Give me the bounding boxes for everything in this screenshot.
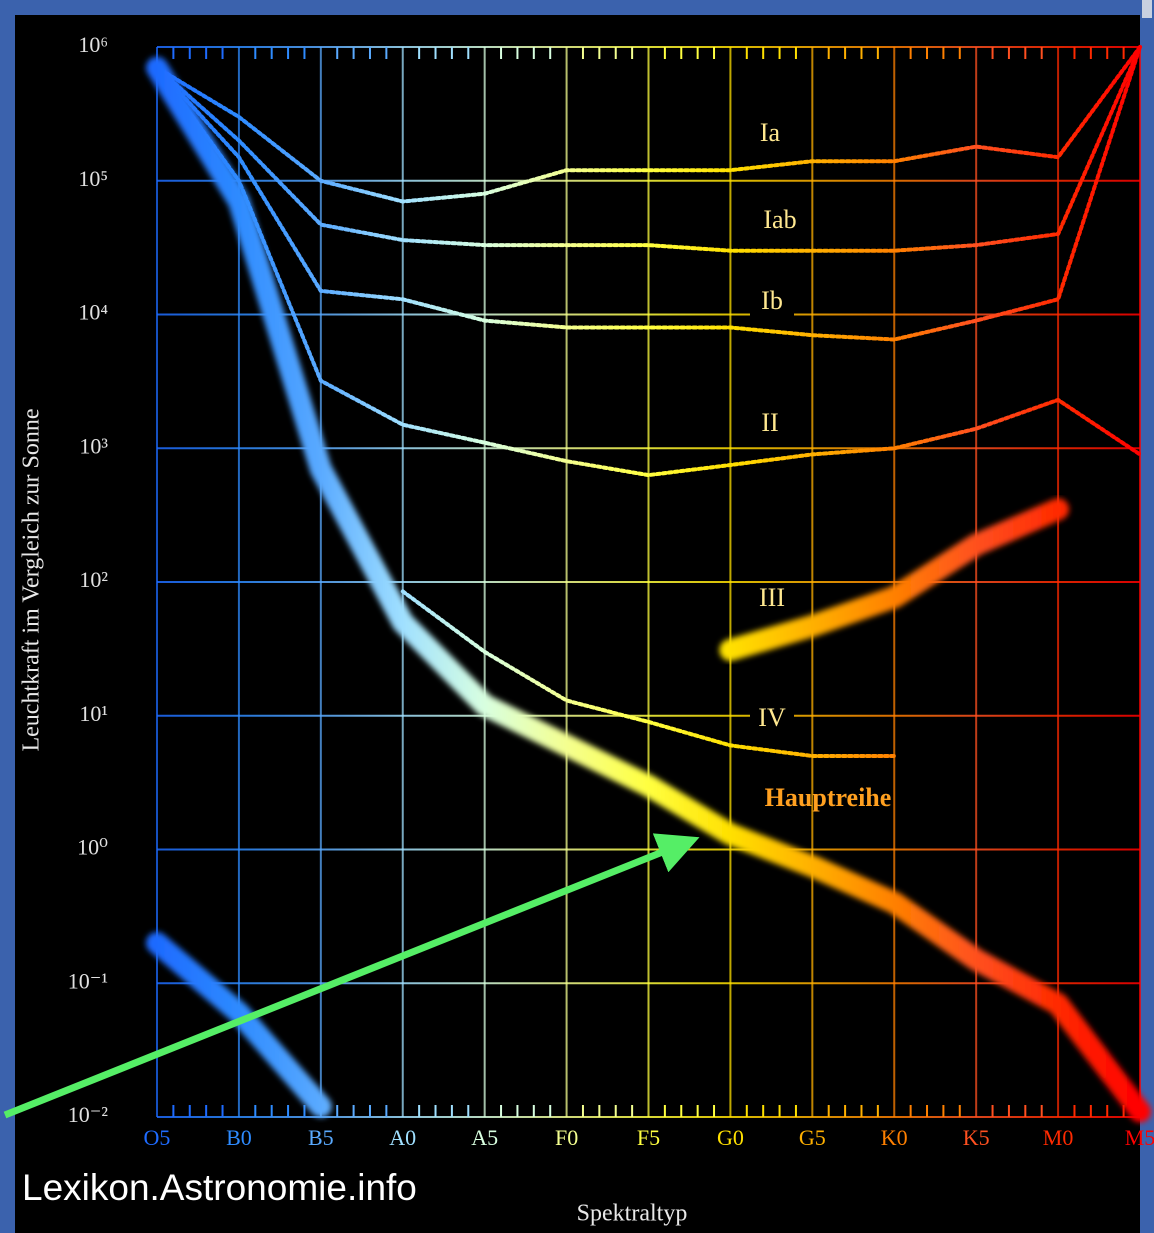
y-tick-label: 10³ [79, 433, 108, 458]
scrollbar [1142, 0, 1152, 18]
frame [1140, 0, 1154, 1233]
x-tick-label: G0 [717, 1125, 744, 1150]
x-tick-label: B0 [226, 1125, 252, 1150]
x-tick-label: F0 [555, 1125, 578, 1150]
y-tick-label: 10¹ [79, 701, 108, 726]
series-label: Iab [763, 205, 796, 234]
x-tick-label: A5 [471, 1125, 498, 1150]
y-tick-label: 10⁶ [78, 32, 108, 57]
x-tick-label: M0 [1043, 1125, 1074, 1150]
series-label: Ia [760, 118, 781, 147]
series-label: IV [758, 703, 786, 732]
y-tick-label: 10⁻¹ [68, 968, 108, 993]
x-tick-label: A0 [389, 1125, 416, 1150]
y-tick-label: 10⁰ [77, 835, 108, 860]
x-tick-label: G5 [799, 1125, 826, 1150]
y-tick-label: 10² [79, 567, 108, 592]
chart: 10⁻² 10⁻¹ 10⁰ 10¹ 10² 10³ 10⁴ 10⁵ 10⁶ O5 B0 B5 A0 A5 F… [0, 0, 1154, 1233]
y-axis-label: Leuchtkraft im Vergleich zur Sonne [19, 408, 45, 751]
x-tick-label: K5 [963, 1125, 990, 1150]
plot-background [15, 15, 1140, 1233]
x-tick-label: F5 [637, 1125, 660, 1150]
x-tick-label: B5 [308, 1125, 334, 1150]
x-tick-label: K0 [881, 1125, 908, 1150]
series-label: Hauptreihe [765, 783, 892, 812]
y-tick-label: 10⁴ [78, 300, 108, 325]
page: {"chart_data": { "type": "line", "y_labe… [0, 0, 1154, 1233]
series-label: III [759, 583, 785, 612]
watermark: Lexikon.Astronomie.info [22, 1167, 417, 1208]
x-tick-label: M5 [1125, 1125, 1154, 1150]
x-tick-label: O5 [144, 1125, 171, 1150]
x-axis-label: Spektraltyp [577, 1201, 688, 1227]
series-label: II [761, 408, 778, 437]
y-tick-label: 10⁵ [78, 166, 108, 191]
series-label: Ib [761, 286, 783, 315]
y-tick-label: 10⁻² [68, 1102, 109, 1127]
